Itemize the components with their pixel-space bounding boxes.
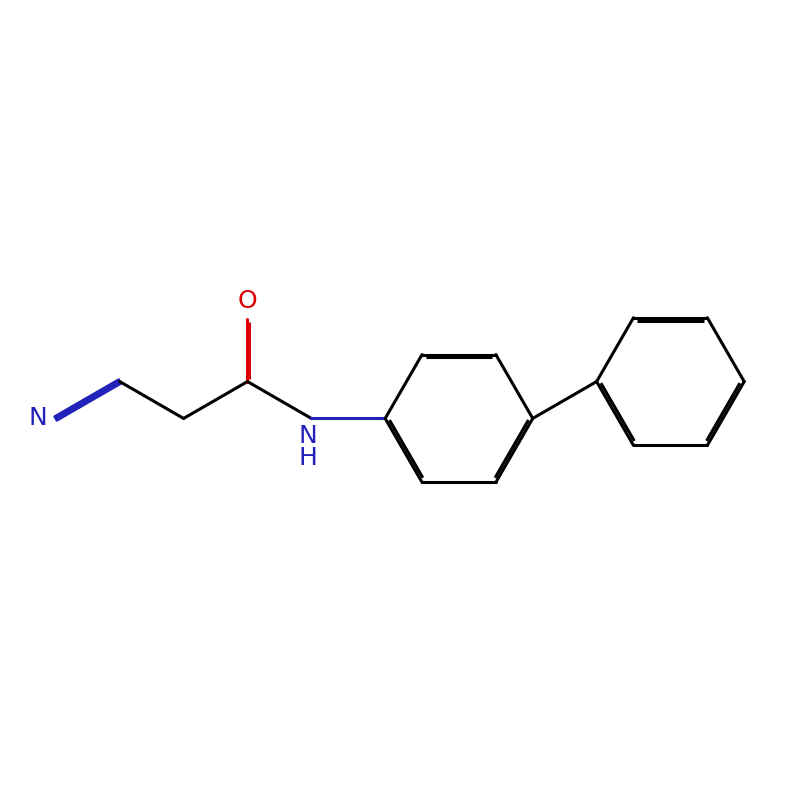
Text: H: H <box>298 446 317 470</box>
Text: N: N <box>298 424 317 448</box>
Text: N: N <box>28 406 47 430</box>
Text: O: O <box>238 289 258 313</box>
